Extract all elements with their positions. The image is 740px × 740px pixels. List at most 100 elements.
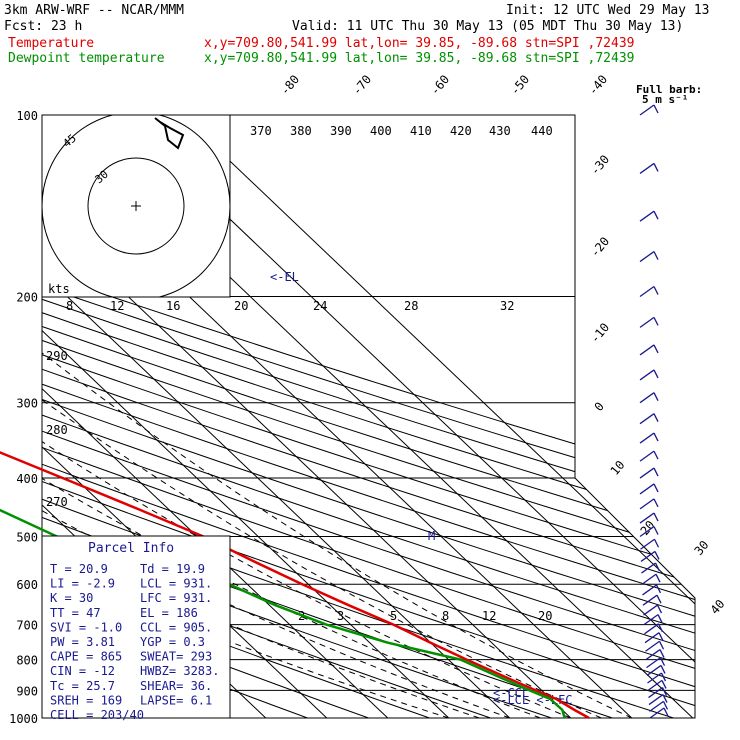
isotherm-label: 40: [708, 597, 728, 617]
wind-barb-flag: [653, 392, 659, 401]
dry-adiabat: [42, 115, 695, 718]
wind-barb-flag: [656, 604, 663, 614]
theta-label: 410: [410, 124, 432, 138]
parcel-stat-left: SVI = -1.0: [50, 620, 122, 634]
wind-barb: [639, 512, 655, 524]
wind-barb: [646, 664, 662, 676]
wind-barb: [639, 432, 655, 444]
level-annotation: M: [428, 529, 435, 543]
wind-barb: [642, 594, 658, 606]
parcel-stat-left: CELL = 203/40: [50, 708, 144, 722]
forecast-hour: Fcst: 23 h: [4, 19, 82, 34]
wind-barb: [639, 525, 655, 538]
mixing-ratio-label: 12: [482, 609, 496, 623]
dry-adiabat: [42, 115, 695, 718]
theta-label: 430: [489, 124, 511, 138]
wind-barb: [639, 369, 655, 381]
isotherm-label: -30: [588, 152, 613, 178]
theta-label: 400: [370, 124, 392, 138]
wind-barb-flag: [653, 498, 659, 508]
wind-barb-flag: [661, 687, 668, 696]
wind-barb-flag: [657, 614, 663, 623]
parcel-stat-right: CCL = 905.: [140, 620, 212, 634]
wind-barb: [640, 550, 656, 562]
legend-dewpoint: Dewpoint temperature: [8, 51, 165, 66]
parcel-stat-right: SWEAT= 293: [140, 650, 212, 664]
wind-barb: [649, 700, 664, 712]
dry-adiabat: [42, 115, 695, 718]
dry-adiabat: [42, 115, 695, 718]
wind-barb: [639, 392, 655, 404]
pressure-tick-1000: 1000: [9, 712, 38, 726]
wind-barb: [642, 584, 657, 596]
wind-barb-flag: [653, 512, 659, 522]
theta-label: 280: [46, 423, 68, 437]
parcel-stat-left: CAPE = 865: [50, 650, 122, 664]
barb-legend-units: 5 m s⁻¹: [642, 93, 688, 106]
hodograph-speed-label: 28: [404, 299, 418, 313]
wind-barb-flag: [653, 450, 659, 460]
wind-barb: [641, 573, 657, 585]
wind-barb: [639, 251, 655, 263]
wind-barb-flag: [661, 680, 667, 689]
pressure-tick-300: 300: [16, 397, 38, 411]
isotherm-label: -80: [278, 72, 303, 98]
pressure-tick-800: 800: [16, 654, 38, 668]
mixing-ratio-label: 5: [390, 609, 397, 623]
wind-barb: [639, 104, 655, 116]
dry-adiabat: [42, 115, 695, 718]
dry-adiabat: [42, 115, 695, 718]
init-time: Init: 12 UTC Wed 29 May 13: [506, 3, 710, 18]
pressure-tick-700: 700: [16, 619, 38, 633]
wind-barb: [640, 538, 655, 550]
isotherm-label: 30: [692, 538, 712, 558]
wind-barb: [639, 285, 655, 298]
model-title: 3km ARW-WRF -- NCAR/MMM: [4, 3, 184, 18]
isotherm: [181, 115, 695, 718]
wind-barb-flag: [653, 344, 659, 354]
legend-temperature: Temperature: [8, 36, 94, 51]
parcel-stat-right: EL = 186: [140, 606, 198, 620]
wind-barb-flag: [659, 649, 665, 658]
wind-barb-flag: [654, 562, 661, 572]
wind-barb-flag: [655, 584, 662, 594]
parcel-info-panel: Parcel Info T = 20.9 Td = 19.9 LI = -2.9 LC…: [41, 535, 231, 722]
parcel-stat-left: LI = -2.9: [50, 577, 115, 591]
wind-barb-flag: [654, 551, 660, 560]
wind-barb-flag: [653, 526, 659, 535]
wind-barb-flag: [653, 317, 659, 326]
dry-adiabat: [42, 115, 695, 718]
isotherm-label: -20: [588, 234, 613, 260]
theta-label: 420: [450, 124, 472, 138]
hodograph-speed-label: 12: [110, 299, 124, 313]
parcel-stat-left: K = 30: [50, 591, 93, 605]
isotherm: [42, 115, 389, 718]
wind-barb-flag: [653, 432, 659, 442]
pressure-tick-900: 900: [16, 684, 38, 698]
dry-adiabat: [42, 115, 695, 718]
wind-barb: [639, 413, 655, 425]
wind-barb: [644, 623, 659, 635]
wind-barb-flag: [653, 483, 659, 493]
isotherm: [42, 115, 511, 718]
isotherm: [42, 115, 450, 718]
hodograph-speed-label: 20: [234, 299, 248, 313]
hodograph-speed-label: 32: [500, 299, 514, 313]
wind-barb-flag: [657, 623, 664, 633]
level-annotation: <-CCL: [493, 686, 529, 700]
isotherm-label: -40: [586, 72, 611, 98]
isotherm-label: 10: [608, 458, 628, 478]
wind-barb: [639, 483, 655, 495]
parcel-stat-right: LCL = 931.: [140, 577, 212, 591]
parcel-stat-left: PW = 3.81: [50, 635, 115, 649]
wind-barb: [641, 562, 656, 574]
valid-time: Valid: 11 UTC Thu 30 May 13 (05 MDT Thu …: [292, 19, 683, 34]
parcel-stat-right: SHEAR= 36.: [140, 679, 212, 693]
wind-barb-flag: [663, 707, 669, 717]
wind-barb: [639, 162, 655, 174]
wind-barb-flag: [660, 665, 666, 674]
parcel-stat-left: CIN = -12: [50, 664, 115, 678]
wind-barb-flag: [658, 640, 665, 650]
pressure-tick-200: 200: [16, 291, 38, 305]
